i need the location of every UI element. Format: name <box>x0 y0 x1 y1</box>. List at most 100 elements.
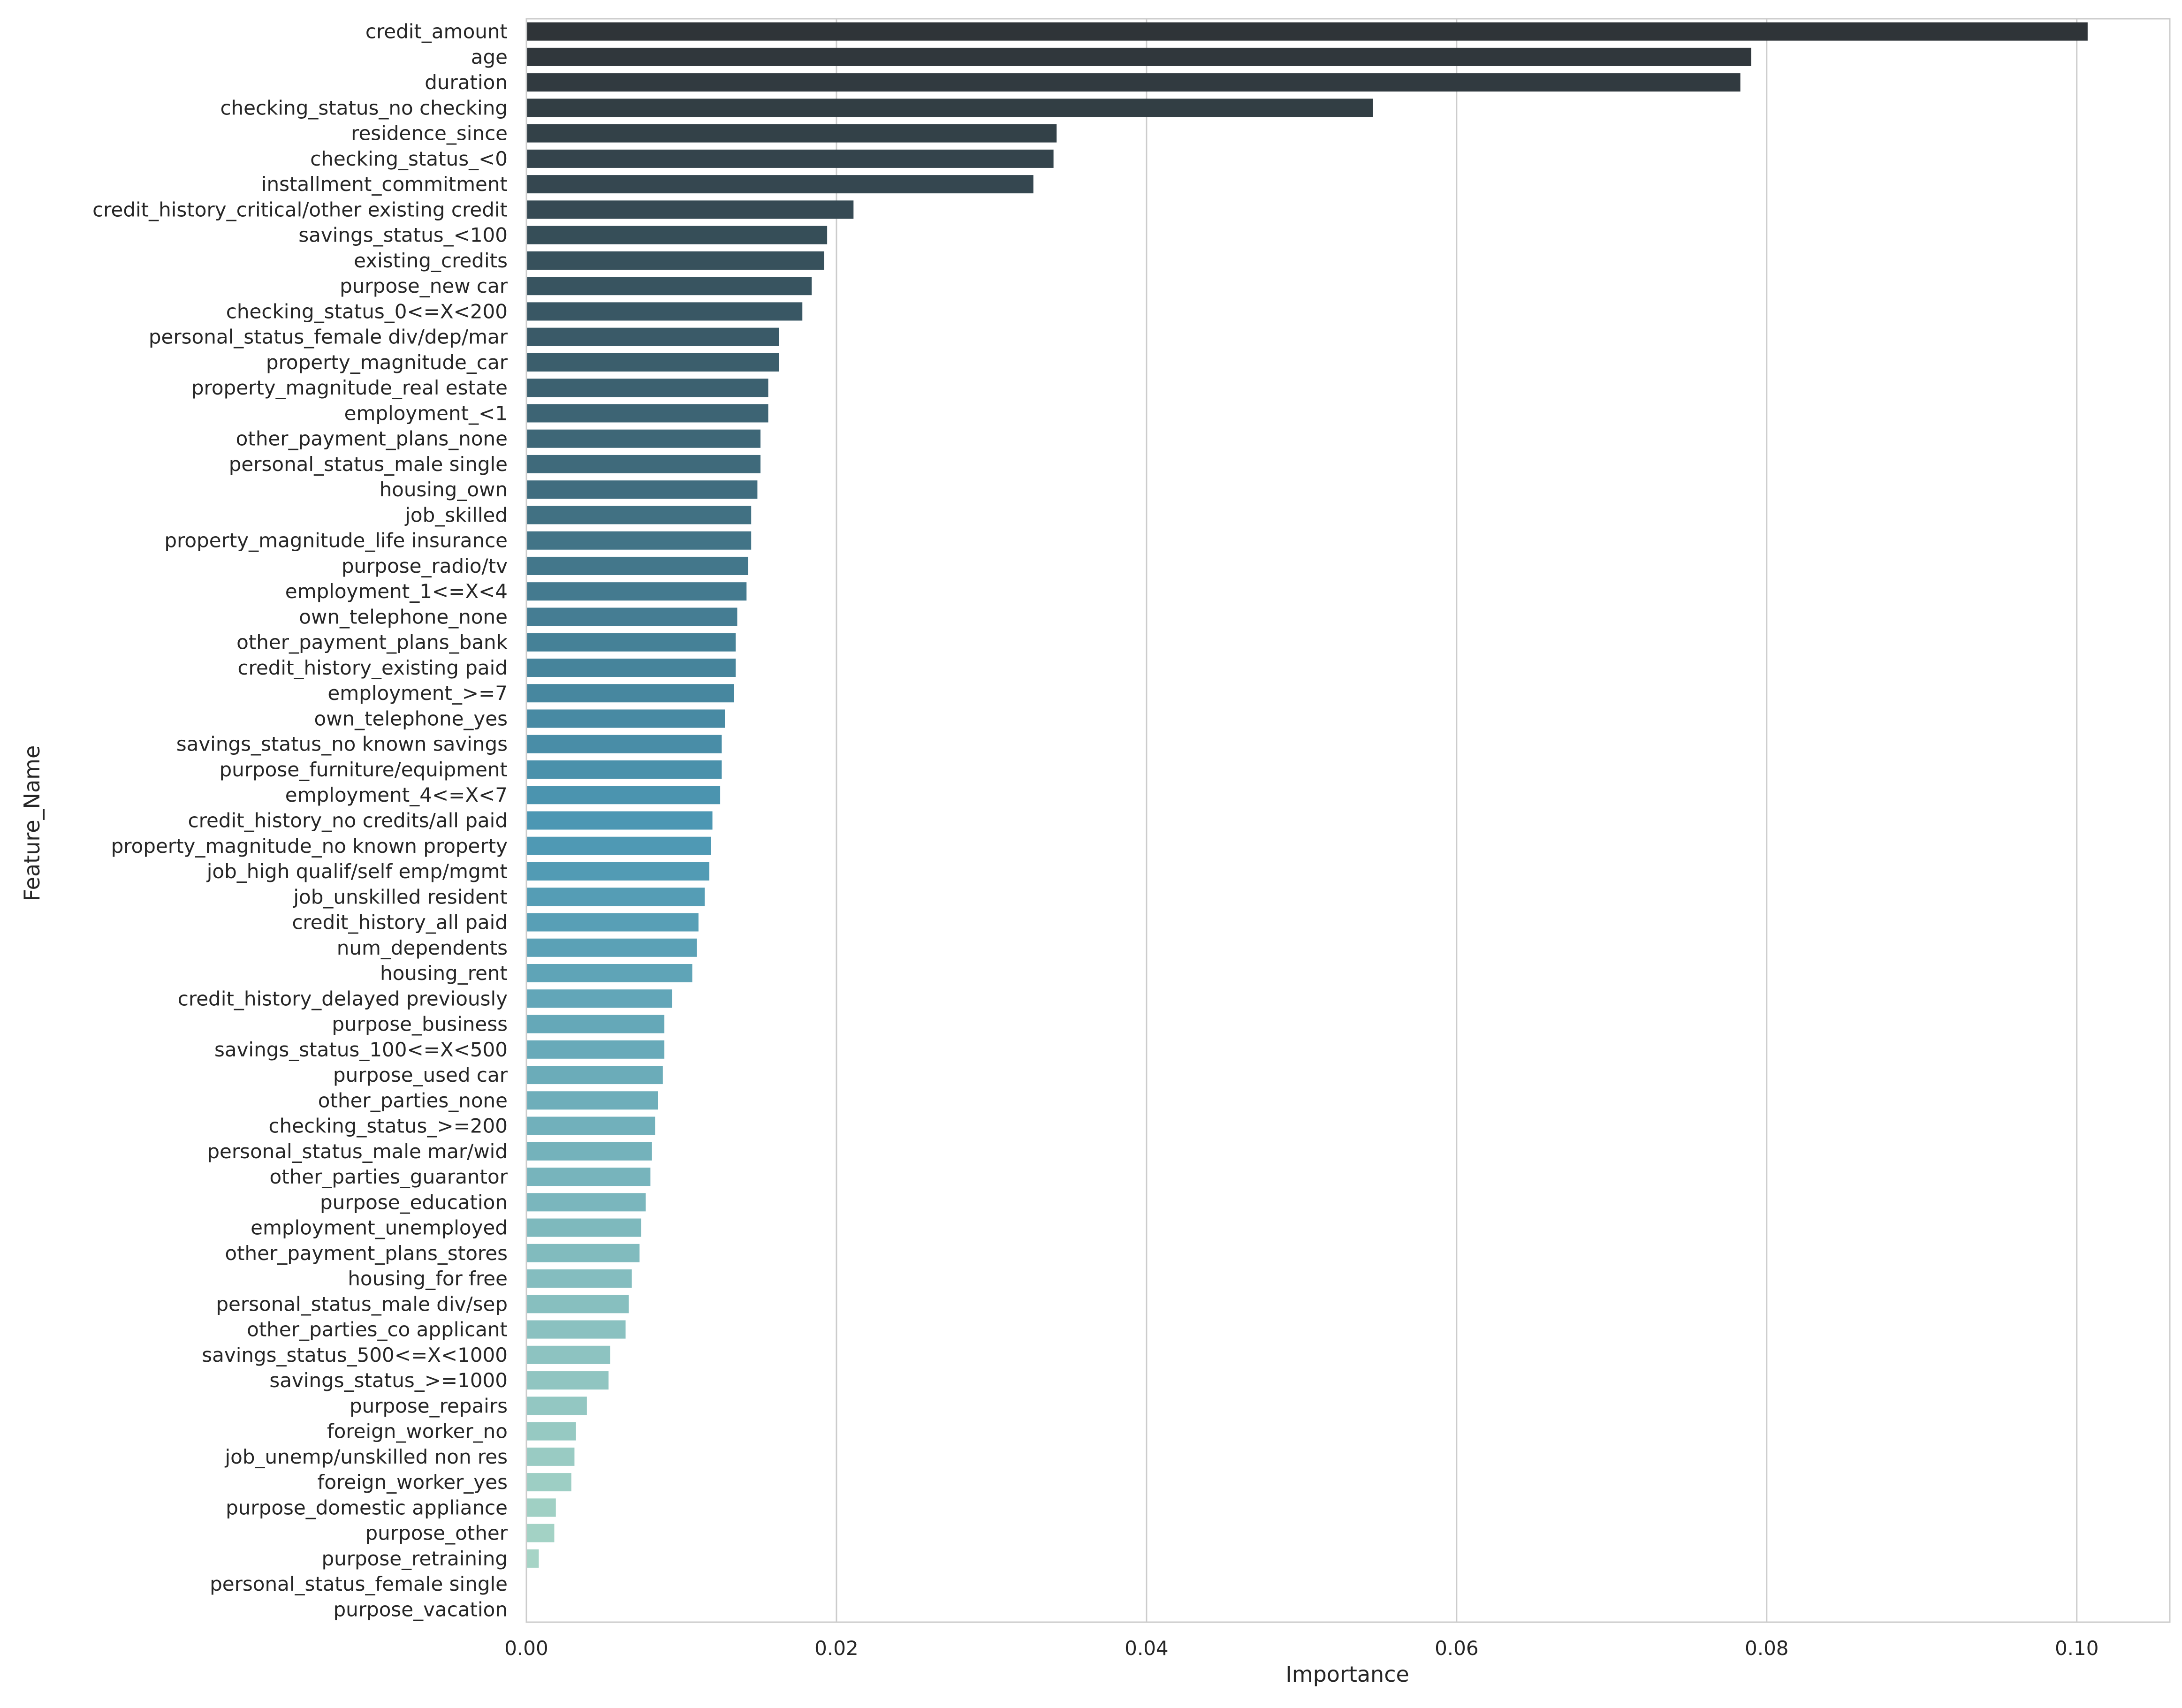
y-tick-label: job_unemp/unskilled non res <box>225 1445 508 1468</box>
y-tick-labels: credit_amountagedurationchecking_status_… <box>92 20 508 1621</box>
y-tick-label: employment_<1 <box>344 402 508 425</box>
y-tick-label: housing_rent <box>380 962 508 985</box>
y-tick-label: checking_status_>=200 <box>268 1115 508 1138</box>
bar <box>526 99 1373 117</box>
bar <box>526 1091 658 1110</box>
y-tick-label: num_dependents <box>337 936 508 959</box>
bar <box>526 811 713 830</box>
bar <box>526 684 734 703</box>
bar <box>526 1524 555 1542</box>
y-tick-label: personal_status_male mar/wid <box>207 1140 508 1163</box>
y-tick-label: personal_status_female single <box>210 1572 508 1595</box>
y-tick-label: employment_1<=X<4 <box>285 580 508 603</box>
y-tick-label: foreign_worker_no <box>327 1420 508 1443</box>
plot-frame <box>525 18 2171 1623</box>
bar <box>526 480 758 499</box>
bar <box>526 633 736 652</box>
bar <box>526 1066 663 1085</box>
y-tick-label: foreign_worker_yes <box>318 1471 508 1494</box>
bar <box>526 73 1741 92</box>
y-tick-label: checking_status_0<=X<200 <box>226 300 508 323</box>
bar <box>526 506 752 524</box>
bar <box>526 964 692 983</box>
bar <box>526 709 725 728</box>
y-tick-label: savings_status_>=1000 <box>269 1369 508 1392</box>
y-tick-label: job_unskilled resident <box>293 885 508 908</box>
bar <box>526 429 761 448</box>
bar <box>526 607 737 626</box>
y-tick-label: job_high qualif/self emp/mgmt <box>206 860 508 883</box>
y-tick-label: own_telephone_none <box>299 605 508 628</box>
y-tick-label: credit_amount <box>365 20 508 43</box>
x-tick-label: 0.06 <box>1435 1637 1479 1660</box>
x-tick-label: 0.08 <box>1745 1637 1789 1660</box>
y-tick-label: property_magnitude_life insurance <box>164 529 508 552</box>
y-tick-label: residence_since <box>351 122 508 145</box>
y-tick-label: personal_status_male div/sep <box>216 1292 508 1315</box>
y-tick-label: checking_status_no checking <box>220 96 508 119</box>
y-tick-label: property_magnitude_real estate <box>191 376 508 399</box>
y-tick-label: purpose_business <box>332 1013 508 1036</box>
y-tick-label: other_payment_plans_bank <box>236 631 508 654</box>
y-tick-label: other_payment_plans_none <box>236 427 508 450</box>
y-tick-label: other_parties_co applicant <box>247 1318 508 1341</box>
y-tick-label: credit_history_critical/other existing c… <box>92 198 508 221</box>
x-axis-label: Importance <box>1285 1662 1409 1687</box>
y-tick-label: other_payment_plans_stores <box>225 1242 508 1265</box>
bar <box>526 1320 626 1339</box>
y-tick-label: duration <box>425 71 508 94</box>
y-tick-label: employment_>=7 <box>327 682 508 705</box>
bar <box>526 1269 632 1288</box>
y-tick-label: purpose_other <box>365 1522 508 1545</box>
y-tick-label: purpose_repairs <box>350 1394 508 1417</box>
y-tick-label: age <box>471 46 508 68</box>
y-tick-label: savings_status_no known savings <box>176 733 508 756</box>
bar <box>526 989 672 1008</box>
bar <box>526 735 722 753</box>
bar <box>526 327 779 346</box>
bar <box>526 1473 571 1492</box>
bar-layer <box>526 22 2088 1568</box>
bar <box>526 1397 587 1415</box>
y-tick-label: checking_status_<0 <box>310 147 508 170</box>
y-tick-label: purpose_education <box>320 1191 508 1214</box>
y-tick-label: purpose_new car <box>340 274 508 297</box>
bar <box>526 760 722 779</box>
x-tick-labels: 0.00 0.02 0.04 0.06 0.08 0.10 <box>504 1637 2098 1660</box>
bar <box>526 1295 629 1313</box>
bar <box>526 556 748 575</box>
y-tick-label: other_parties_none <box>318 1089 508 1112</box>
bar <box>526 1244 640 1262</box>
bar <box>526 786 721 805</box>
y-tick-label: housing_for free <box>348 1267 508 1290</box>
bar <box>526 913 699 932</box>
y-tick-label: job_skilled <box>404 503 508 526</box>
y-tick-label: purpose_retraining <box>321 1547 508 1570</box>
bar <box>526 938 697 957</box>
bar <box>526 1345 610 1364</box>
y-tick-label: credit_history_delayed previously <box>178 987 508 1010</box>
bar <box>526 1193 646 1212</box>
bar <box>526 1142 652 1161</box>
y-tick-label: other_parties_guarantor <box>270 1165 508 1188</box>
y-tick-label: savings_status_100<=X<500 <box>214 1038 508 1061</box>
bar <box>526 124 1057 143</box>
bar <box>526 149 1054 168</box>
y-tick-label: existing_credits <box>354 249 508 272</box>
bar <box>526 836 711 855</box>
y-axis-label: Feature_Name <box>19 745 45 902</box>
bar <box>526 22 2088 41</box>
bar <box>526 1371 609 1390</box>
x-tick-label: 0.10 <box>2055 1637 2099 1660</box>
y-tick-label: savings_status_<100 <box>298 224 508 247</box>
bar <box>526 226 828 244</box>
x-tick-label: 0.00 <box>504 1637 548 1660</box>
bar <box>526 531 752 550</box>
bar <box>526 1168 651 1186</box>
bar <box>526 277 812 296</box>
y-tick-label: employment_4<=X<7 <box>285 783 508 806</box>
bar <box>526 1116 655 1135</box>
y-tick-label: purpose_vacation <box>334 1598 508 1621</box>
bar <box>526 658 736 677</box>
